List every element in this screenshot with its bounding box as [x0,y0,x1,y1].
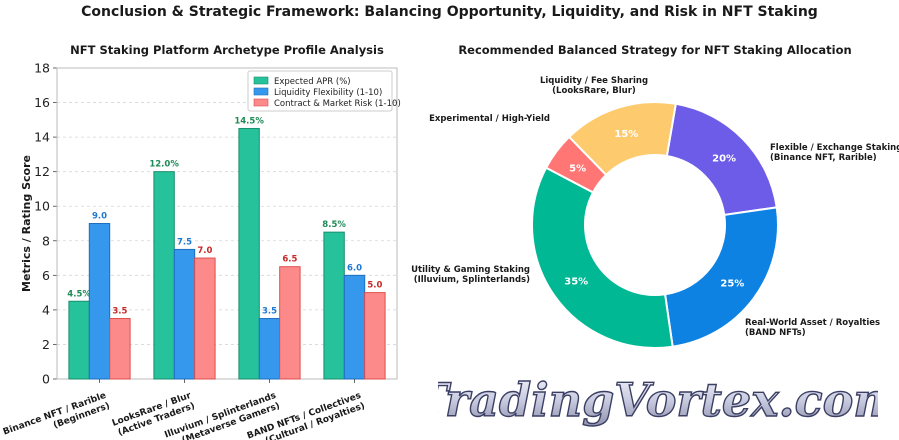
watermark: TradingVortex.com [438,372,878,427]
donut-chart-title: Recommended Balanced Strategy for NFT St… [458,43,851,57]
legend-swatch [253,76,269,85]
y-tick-label: 18 [34,61,50,76]
bar [279,266,301,380]
slice-percent-label: 35% [564,277,588,288]
bar-value-label: 12.0% [149,160,179,170]
donut-slice [663,206,779,348]
y-tick-label: 0 [42,372,50,387]
bar-value-label: 7.5 [177,237,192,247]
bar [109,318,131,380]
bar-value-label: 4.5% [67,289,91,299]
bar [194,257,216,380]
slice-category-label: Liquidity / Fee Sharing [540,76,648,86]
slice-percent-label: 5% [569,163,586,174]
bar-chart-title: NFT Staking Platform Archetype Profile A… [70,43,384,57]
y-tick-label: 14 [34,130,50,145]
legend-swatch [253,87,269,96]
slice-category-label: (BAND NFTs) [745,328,806,338]
y-tick-label: 8 [42,233,50,248]
legend-label: Expected APR (%) [274,77,351,87]
y-tick-label: 10 [34,199,50,214]
legend-swatch [253,98,269,107]
y-tick-label: 4 [42,302,50,317]
y-tick-label: 16 [34,95,50,110]
bar-value-label: 5.0 [367,281,382,291]
y-axis-label: Metrics / Rating Score [20,155,33,292]
bar-value-label: 6.0 [347,263,362,273]
bar-value-label: 6.5 [282,255,297,265]
donut-slice [531,166,674,349]
legend-label: Liquidity Flexibility (1-10) [274,88,382,98]
bar [238,127,260,380]
bar-value-label: 3.5 [262,307,277,317]
bar-value-label: 8.5% [322,220,346,230]
bar [364,292,386,380]
slice-category-label: Experimental / High-Yield [429,114,550,124]
slice-category-label: Real-World Asset / Royalties [745,318,880,328]
donut-slice [567,101,677,177]
slice-percent-label: 20% [712,154,736,165]
bar-value-label: 7.0 [197,246,212,256]
legend-label: Contract & Market Risk (1-10) [274,99,401,109]
plot-frame [56,67,398,380]
slice-category-label: Flexible / Exchange Staking [770,143,899,153]
bar-value-label: 14.5% [234,116,264,126]
slice-category-label: (Binance NFT, Rarible) [770,153,877,163]
slice-percent-label: 25% [720,279,744,290]
y-tick-label: 6 [42,268,50,283]
bar-value-label: 9.0 [92,212,107,222]
slice-percent-label: 15% [614,129,638,140]
y-tick-label: 2 [42,337,50,352]
bar-value-label: 3.5 [112,307,127,317]
main-title: Conclusion & Strategic Framework: Balanc… [81,4,818,20]
slice-category-label: (LooksRare, Blur) [552,86,636,96]
slice-category-label: Utility & Gaming Staking [411,265,530,275]
legend-box [247,70,393,112]
slice-category-label: (Illuvium, Splinterlands) [414,275,530,285]
y-tick-label: 12 [34,164,50,179]
watermark-text: TradingVortex.com [438,373,878,427]
